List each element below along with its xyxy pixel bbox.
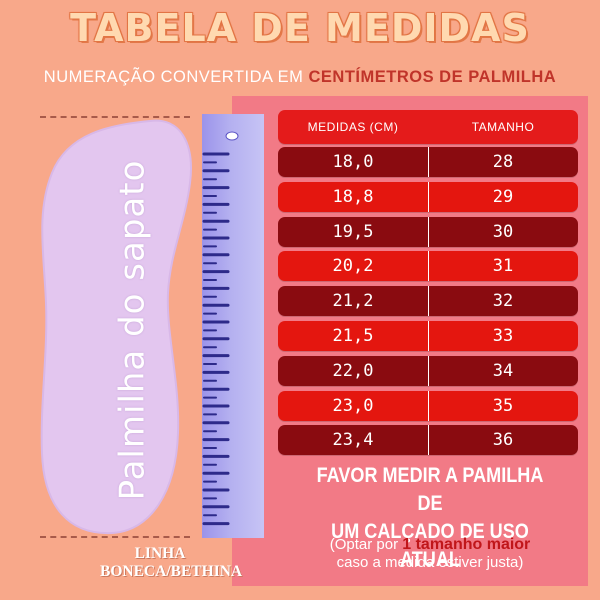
- table-row: 21,5 33: [278, 320, 578, 351]
- cell-cm: 23,4: [332, 430, 374, 451]
- table-header: MEDIDAS (CM) TAMANHO: [278, 110, 578, 144]
- column-separator: [428, 355, 429, 386]
- subtitle: NUMERAÇÃO CONVERTIDA EM CENTÍMETROS DE P…: [0, 68, 600, 87]
- insole-label-text: Palmilha do sapato: [112, 159, 153, 501]
- cell-size: 28: [492, 152, 514, 172]
- insole-shape: [40, 119, 192, 535]
- table-row: 23,4 36: [278, 425, 578, 456]
- table-row: 18,0 28: [278, 147, 578, 177]
- insole-label: Palmilha do sapato: [112, 140, 152, 520]
- column-separator: [428, 320, 429, 351]
- column-separator: [428, 425, 429, 456]
- ruler-zero-mark: [225, 131, 239, 141]
- ruler: [202, 114, 264, 538]
- cell-cm: 22,0: [332, 360, 374, 381]
- table-row: 22,0 34: [278, 355, 578, 386]
- measure-note: FAVOR MEDIR A PAMILHA DE UM CALÇADO DE U…: [305, 462, 554, 574]
- cell-cm: 21,2: [332, 291, 374, 312]
- note-line1: FAVOR MEDIR A PAMILHA DE: [316, 464, 544, 515]
- insole-illustration: [40, 119, 192, 535]
- table-row: 23,0 35: [278, 390, 578, 421]
- column-separator: [428, 390, 429, 421]
- size-table: MEDIDAS (CM) TAMANHO 18,0 28 18,8 29 19,5 30 2…: [278, 110, 578, 460]
- page-title: TABELA DE MEDIDAS: [70, 6, 530, 50]
- column-separator: [428, 286, 429, 317]
- cell-size: 32: [492, 291, 514, 312]
- header-cm: MEDIDAS (CM): [307, 120, 399, 134]
- bottom-guide-line: [40, 536, 190, 538]
- table-row: 21,2 32: [278, 286, 578, 317]
- cell-cm: 23,0: [332, 395, 374, 416]
- brand-line: LINHA BONECA/BETHINA: [100, 545, 243, 581]
- cell-size: 30: [492, 221, 514, 242]
- cell-size: 29: [492, 186, 514, 207]
- cell-size: 35: [492, 395, 514, 416]
- tip-prefix: (Optar por: [329, 536, 403, 553]
- top-guide-line: [40, 116, 190, 118]
- cell-cm: 21,5: [332, 325, 374, 346]
- cell-size: 33: [492, 325, 514, 346]
- cell-cm: 18,8: [332, 186, 374, 207]
- cell-size: 34: [492, 360, 514, 381]
- tip-line2: caso a medida estiver justa): [336, 554, 524, 571]
- cell-size: 36: [492, 430, 514, 451]
- size-tip: (Optar por 1 tamanho maior caso a medida…: [270, 536, 590, 572]
- tip-highlight: 1 tamanho maior: [402, 536, 531, 553]
- cell-cm: 20,2: [332, 256, 374, 277]
- tip-line1: (Optar por 1 tamanho maior: [270, 536, 590, 554]
- column-separator: [428, 251, 429, 282]
- column-separator: [428, 216, 429, 247]
- note-line2: UM CALÇADO DE USO ATUAL: [331, 520, 529, 571]
- header-size: TAMANHO: [471, 120, 535, 134]
- table-row: 19,5 30: [278, 216, 578, 247]
- column-separator: [428, 147, 429, 177]
- subtitle-highlight: CENTÍMETROS DE PALMILHA: [308, 68, 557, 86]
- table-row: 18,8 29: [278, 181, 578, 212]
- cell-cm: 18,0: [332, 152, 374, 172]
- cell-cm: 19,5: [332, 221, 374, 242]
- subtitle-prefix: NUMERAÇÃO CONVERTIDA EM: [43, 68, 309, 86]
- column-separator: [428, 181, 429, 212]
- brand-line2: BONECA/BETHINA: [100, 563, 243, 580]
- ruler-tick-group: [202, 152, 230, 526]
- ruler-ticks: [202, 131, 239, 526]
- brand-line1: LINHA: [134, 545, 186, 562]
- table-row: 20,2 31: [278, 251, 578, 282]
- cell-size: 31: [492, 256, 514, 277]
